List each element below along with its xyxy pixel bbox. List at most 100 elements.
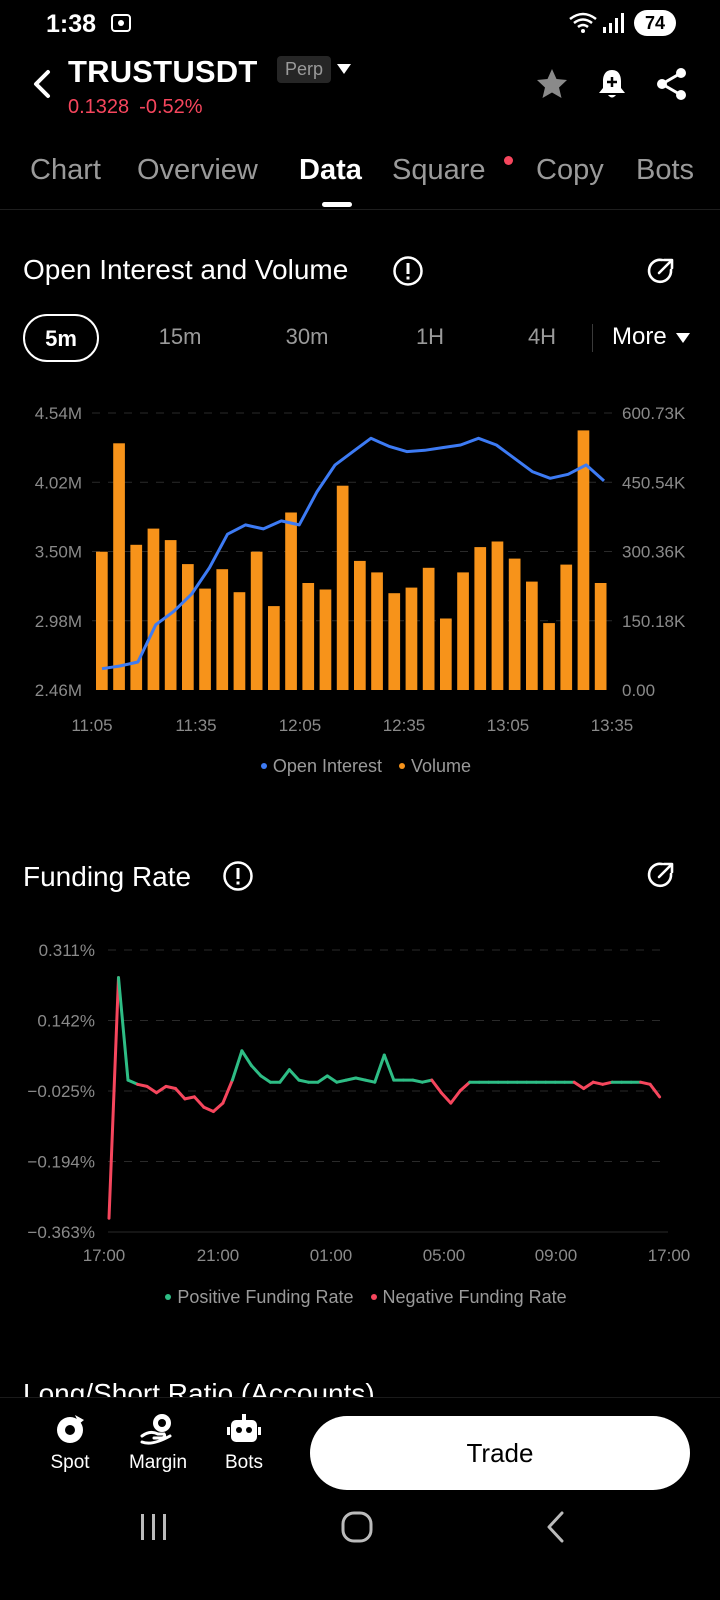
funding-rate-chart[interactable]: 0.311% 0.142% −0.025% −0.194% −0.363% 17:00 21… (0, 930, 720, 1270)
x-tick-label: 11:35 (175, 716, 216, 735)
y-left-tick-label: 2.46M (35, 681, 82, 700)
volume-bar (560, 564, 573, 690)
x-tick-label: 17:00 (648, 1246, 691, 1265)
last-price: 0.1328 (68, 96, 130, 118)
contract-type-badge: Perp (277, 56, 332, 83)
funding-rate-segment (278, 1068, 291, 1084)
tab-chart[interactable]: Chart (30, 154, 101, 186)
y-tick-label: 0.142% (37, 1012, 95, 1031)
volume-bar (594, 583, 607, 690)
volume-bar (354, 560, 366, 690)
tab-copy[interactable]: Copy (536, 154, 604, 186)
legend-dot-volume (399, 762, 406, 769)
funding-rate-segment (316, 1074, 329, 1084)
x-tick-label: 13:05 (487, 716, 530, 735)
external-link-icon[interactable] (646, 860, 676, 890)
chevron-down-icon[interactable] (335, 61, 353, 77)
interval-30m[interactable]: 30m (285, 324, 329, 349)
funding-rate-segment (335, 1078, 348, 1084)
active-tab-indicator (322, 202, 352, 207)
y-right-tick-label: 0.00 (622, 681, 655, 700)
info-icon[interactable] (392, 255, 424, 287)
y-tick-label: 0.311% (39, 941, 95, 960)
volume-bar (302, 583, 315, 690)
funding-rate-segment (174, 1087, 187, 1101)
legend-negative-funding: Negative Funding Rate (382, 1287, 567, 1307)
funding-rate-segment (325, 1074, 339, 1084)
y-tick-label: −0.025% (27, 1082, 95, 1101)
funding-rate-segment (363, 1078, 377, 1084)
x-tick-label: 09:00 (535, 1246, 578, 1265)
funding-rate-segment (458, 1080, 472, 1093)
more-intervals-button[interactable]: More (612, 314, 691, 362)
x-tick-label: 01:00 (310, 1246, 353, 1265)
bottom-action-bar: Spot Margin Bots Trade (0, 1397, 720, 1493)
funding-rate-segment (439, 1091, 453, 1105)
nav-bots[interactable]: Bots (204, 1412, 284, 1474)
caret-down-icon (676, 332, 691, 343)
volume-bar (250, 551, 263, 690)
y-tick-label: −0.194% (27, 1153, 95, 1172)
y-tick-label: −0.363% (27, 1223, 95, 1242)
volume-bar (130, 544, 143, 690)
funding-rate-segment (155, 1084, 168, 1095)
spot-icon (57, 1415, 84, 1443)
trade-button[interactable]: Trade (310, 1416, 690, 1490)
volume-bar (199, 588, 211, 690)
interval-15m[interactable]: 15m (158, 324, 202, 349)
legend-volume: Volume (411, 756, 472, 776)
bots-icon (227, 1414, 261, 1442)
legend-positive-funding: Positive Funding Rate (177, 1287, 354, 1307)
recent-apps-icon[interactable] (138, 1512, 170, 1542)
legend-open-interest: Open Interest (272, 756, 382, 776)
funding-rate-segment (287, 1068, 301, 1082)
oi-volume-chart[interactable]: 4.54M 4.02M 3.50M 2.98M 2.46M 600.73K 450.54K 3… (0, 400, 720, 740)
y-right-tick-label: 450.54K (622, 473, 686, 492)
back-nav-icon[interactable] (544, 1510, 568, 1544)
x-tick-label: 12:35 (383, 716, 426, 735)
funding-rate-segment (211, 1101, 225, 1113)
share-icon[interactable] (654, 66, 690, 102)
interval-4h[interactable]: 4H (527, 324, 557, 349)
volume-bar (285, 512, 297, 690)
interval-5m[interactable]: 5m (23, 314, 99, 362)
funding-rate-segment (344, 1076, 358, 1082)
tab-bots[interactable]: Bots (636, 154, 695, 186)
tab-overview[interactable]: Overview (137, 154, 258, 186)
back-icon[interactable] (28, 66, 58, 102)
signal-icon (603, 13, 624, 33)
price-change: -0.52% (139, 96, 203, 118)
x-tick-label: 17:00 (83, 1246, 126, 1265)
margin-icon (140, 1414, 172, 1445)
funding-rate-segment (183, 1095, 196, 1101)
info-icon[interactable] (222, 860, 254, 892)
interval-divider (592, 324, 593, 352)
funding-rate-segment (639, 1080, 652, 1086)
volume-bar (474, 547, 487, 690)
funding-rate-segment (259, 1074, 272, 1084)
y-right-tick-label: 150.18K (622, 612, 686, 631)
funding-rate-segment (601, 1080, 614, 1086)
volume-bar (491, 541, 504, 690)
wifi-icon (569, 12, 597, 33)
tab-square[interactable]: Square (392, 154, 486, 186)
star-icon[interactable] (534, 66, 570, 102)
more-label: More (612, 323, 667, 350)
nav-spot[interactable]: Spot (30, 1412, 110, 1474)
external-link-icon[interactable] (646, 256, 676, 286)
y-left-tick-label: 3.50M (35, 543, 82, 562)
pair-header: TRUSTUSDT Perp 0.1328 -0.52% (0, 50, 720, 130)
volume-bar (182, 564, 194, 690)
tab-data[interactable]: Data (299, 154, 362, 186)
funding-rate-segment (136, 1082, 149, 1088)
oi-legend: Open Interest Volume (0, 756, 720, 777)
funding-rate-segment (126, 1078, 139, 1086)
nav-margin[interactable]: Margin (118, 1412, 198, 1474)
funding-rate-segment (202, 1105, 215, 1113)
volume-bar (440, 618, 452, 690)
interval-1h[interactable]: 1H (415, 324, 445, 349)
alert-bell-icon[interactable] (594, 66, 630, 102)
y-left-tick-label: 2.98M (35, 612, 82, 631)
pair-title[interactable]: TRUSTUSDT (68, 54, 258, 89)
home-icon[interactable] (340, 1510, 374, 1544)
